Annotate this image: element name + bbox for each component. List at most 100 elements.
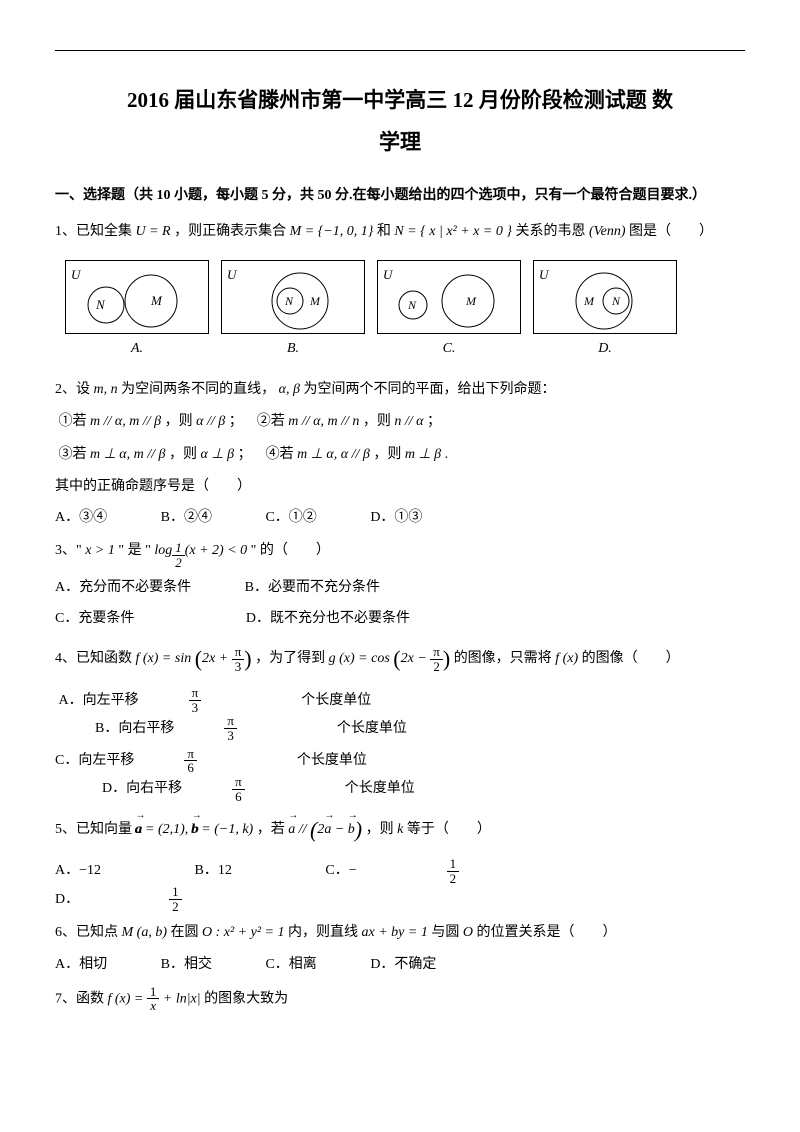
question-3: 3、" x > 1 " 是 " log12(x + 2) < 0 " 的（ ）: [55, 538, 745, 570]
q3logarg: (x + 2) < 0: [185, 543, 247, 558]
q6-C: C．相离: [265, 952, 316, 979]
q4An: π: [189, 686, 202, 701]
q2p2b: ，则: [359, 414, 394, 429]
q4gl: (: [393, 646, 400, 671]
svg-text:M: M: [309, 294, 321, 308]
vec-b: b: [192, 817, 199, 844]
q1-d: 关系的韦恩: [515, 224, 589, 239]
q6-A: A．相切: [55, 952, 107, 979]
q1-U: U = R: [136, 224, 171, 239]
q5Cn: 1: [447, 857, 460, 872]
title-line1: 2016 届山东省滕州市第一中学高三 12 月份阶段检测试题 数: [55, 81, 745, 121]
q5Cp: C．−: [325, 858, 356, 885]
svg-text:M: M: [583, 294, 595, 308]
q4-B: B．向右平移 π3 个长度单位: [95, 714, 457, 742]
question-2: 2、设 m, n 为空间两条不同的直线， α, β 为空间两个不同的平面，给出下…: [55, 377, 745, 404]
q7fd: x: [147, 999, 160, 1013]
q4-opts1: A．向左平移 π 3 个长度单位 B．向右平移 π3 个长度单位: [55, 686, 745, 743]
q2-tail: 其中的正确命题序号是（ ）: [55, 474, 745, 501]
q3-D: D．既不充分也不必要条件: [246, 606, 410, 633]
q6-opts: A．相切 B．相交 C．相离 D．不确定: [55, 952, 745, 979]
title-line2: 学理: [55, 123, 745, 163]
q2-B: B．②④: [161, 505, 212, 532]
q3-B: B．必要而不充分条件: [245, 575, 380, 602]
q4Bd: 3: [224, 729, 237, 743]
q4-D: D．向右平移 π6 个长度单位: [102, 775, 465, 803]
q4-opts2: C．向左平移 π6 个长度单位 D．向右平移 π6 个长度单位: [55, 747, 745, 804]
question-7: 7、函数 f (x) = 1x + ln|x| 的图象大致为: [55, 985, 745, 1013]
q2p4m: m ⊥ α, α // β: [297, 447, 370, 462]
q2-props12: ①若 m // α, m // β ，则 α // β ； ②若 m // α,…: [55, 409, 745, 436]
q2-a: 2、设: [55, 382, 94, 397]
q2p1d: ；: [225, 414, 243, 429]
q4Bpo: 个长度单位: [337, 716, 407, 743]
q4farg: 2x +: [202, 651, 232, 666]
q4fl: (: [195, 646, 202, 671]
svg-text:N: N: [284, 294, 294, 308]
q4gr: ): [443, 646, 450, 671]
q4g: g (x) = cos: [329, 651, 390, 666]
q2p2m: m // α, m // n: [288, 414, 359, 429]
q4f: f (x) = sin: [136, 651, 192, 666]
venn-C: U N M: [377, 260, 521, 334]
q2-options: A．③④ B．②④ C．①② D．①③: [55, 505, 745, 532]
q4Apo: 个长度单位: [301, 688, 371, 715]
svg-text:N: N: [95, 297, 106, 312]
q4Dn: π: [232, 775, 245, 790]
q2-ab: α, β: [279, 382, 300, 397]
q3a: 3、": [55, 543, 85, 558]
q1-venn: (Venn): [589, 224, 626, 239]
q6line: ax + by = 1: [362, 925, 428, 940]
q5Dn: 1: [169, 885, 182, 900]
svg-text:N: N: [611, 294, 621, 308]
q7fn: 1: [147, 985, 160, 1000]
q6M: M (a, b): [122, 925, 168, 940]
q4t2: 的图像（ ）: [578, 651, 680, 666]
q2-mn: m, n: [94, 382, 118, 397]
vec-a: a: [136, 817, 143, 844]
q4t: 的图像，只需将: [454, 651, 556, 666]
q3c: " 的（ ）: [251, 543, 330, 558]
q1-M: M = {−1, 0, 1}: [290, 224, 374, 239]
q3-subn: 1: [172, 541, 185, 556]
q3-subd: 2: [172, 556, 185, 570]
q7f: f (x) =: [108, 991, 147, 1006]
q2p4d: .: [441, 447, 448, 462]
q3-A: A．充分而不必要条件: [55, 575, 191, 602]
q2-C: C．①②: [265, 505, 316, 532]
q4Ap: A．向左平移: [59, 688, 139, 715]
q6m2: 内，则直线: [288, 925, 362, 940]
venn-D: U M N: [533, 260, 677, 334]
section-1-intro: 一、选择题（共 10 小题，每小题 5 分，共 50 分.在每小题给出的四个选项…: [55, 183, 745, 210]
venn-diagram-row: U N M U N M U N M U M N: [65, 260, 745, 334]
q4Bp: B．向右平移: [95, 716, 174, 743]
q7p: + ln|x|: [163, 991, 201, 1006]
q4Cp: C．向左平移: [55, 748, 134, 775]
q4Cn: π: [184, 747, 197, 762]
q4Cd: 6: [184, 761, 197, 775]
venn-B: U N M: [221, 260, 365, 334]
q7t: 的图象大致为: [204, 991, 288, 1006]
q2-c: 为空间两个不同的平面，给出下列命题：: [303, 382, 555, 397]
q1-b: ，则正确表示集合: [174, 224, 290, 239]
q5-C: C．− 12: [325, 857, 639, 885]
q4f2d: 2: [430, 660, 443, 674]
q7a: 7、函数: [55, 991, 108, 1006]
svg-text:M: M: [150, 293, 163, 308]
question-6: 6、已知点 M (a, b) 在圆 O : x² + y² = 1 内，则直线 …: [55, 920, 745, 947]
q2-A: A．③④: [55, 505, 107, 532]
q4Dp: D．向右平移: [102, 776, 182, 803]
q3-options: A．充分而不必要条件 B．必要而不充分条件: [55, 575, 745, 602]
q4fx: f (x): [555, 651, 578, 666]
q5Cd: 2: [447, 872, 460, 886]
q6O: O : x² + y² = 1: [202, 925, 285, 940]
q4mid: ，为了得到: [255, 651, 329, 666]
q3-C: C．充要条件: [55, 606, 134, 633]
q5Dp: D．: [55, 887, 79, 914]
q6-D: D．不确定: [370, 952, 436, 979]
q4garg: 2x −: [401, 651, 431, 666]
q4fr: ): [244, 646, 251, 671]
q2p2c: n // α: [394, 414, 423, 429]
q3log: log12(x + 2) < 0: [154, 543, 247, 558]
q4f1n: π: [232, 645, 245, 660]
